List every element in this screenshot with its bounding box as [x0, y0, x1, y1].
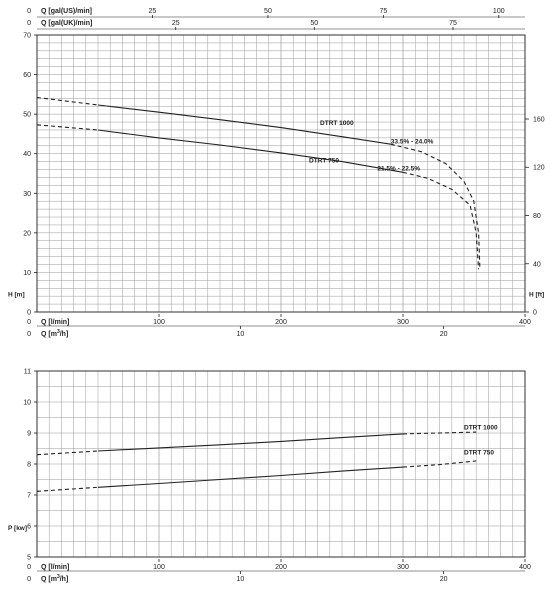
power-panel-xtick-label: 20 — [440, 576, 448, 583]
head-panel-top-tick-label: 50 — [264, 8, 272, 15]
head-panel-annotation-1: DTRT 1000 — [320, 120, 354, 127]
head-panel-xaxis-label: Q [m3/h] — [41, 329, 68, 338]
head-panel-top-tick-label: 25 — [172, 20, 180, 27]
head-panel-xtick-label: 400 — [519, 319, 531, 326]
head-panel-annotation-2: 33.5% - 24.0% — [391, 138, 434, 145]
head-panel-y2tick-label: 80 — [533, 213, 541, 220]
power-panel-ytick-label: 8 — [27, 462, 31, 469]
head-panel-xtick-label: 100 — [153, 319, 165, 326]
head-panel-xtick-label: 300 — [397, 319, 409, 326]
head-panel-y2tick-label: 120 — [533, 165, 545, 172]
head-panel-top-tick-label: 25 — [149, 8, 157, 15]
head-panel-xtick-label: 0 — [27, 319, 31, 326]
head-panel-top-axis-label: Q [gal(UK)/min] — [41, 20, 92, 27]
head-panel-ytick-label: 70 — [23, 33, 31, 40]
head-panel-top-tick-label: 0 — [27, 8, 31, 15]
head-panel-series-2-solid — [97, 129, 404, 173]
power-panel-ytick-label: 6 — [27, 524, 31, 531]
power-panel-xtick-label: 300 — [397, 564, 409, 571]
power-panel-xtick-label: 0 — [27, 564, 31, 571]
head-panel-series-2-dashed-start — [36, 124, 99, 131]
head-panel-series-1-dashed-start — [36, 96, 99, 106]
power-panel-series-1-solid — [97, 433, 404, 452]
head-panel-top-tick-label: 100 — [493, 8, 505, 15]
head-panel-xtick-label: 10 — [236, 331, 244, 338]
head-panel-xtick-label: 0 — [27, 331, 31, 338]
head-panel-y2tick-label: 40 — [533, 261, 541, 268]
head-panel-series-1-dashed-end — [390, 143, 481, 270]
head-panel-y2tick-label: 160 — [533, 117, 545, 124]
power-panel-ytick-label: 9 — [27, 431, 31, 438]
head-panel-y2tick-label: 0 — [533, 310, 537, 317]
head-panel-y2label: H [ft] — [529, 291, 544, 298]
power-panel-annotation-2: DTRT 750 — [464, 450, 494, 457]
head-panel-top-tick-label: 75 — [379, 8, 387, 15]
head-panel-top-tick-label: 75 — [449, 20, 457, 27]
head-panel-ytick-label: 50 — [23, 112, 31, 119]
head-panel-xtick-label: 20 — [440, 331, 448, 338]
head-panel-ytick-label: 20 — [23, 230, 31, 237]
head-panel-ytick-label: 40 — [23, 151, 31, 158]
power-panel-ytick-label: 10 — [23, 400, 31, 407]
head-panel-annotation-3: DTRT 750 — [309, 157, 339, 164]
head-panel-series-1-solid — [97, 104, 391, 145]
head-panel-xaxis-label: Q [l/min] — [41, 319, 69, 326]
power-panel-annotation-1: DTRT 1000 — [464, 424, 498, 431]
head-panel-ytick-label: 0 — [27, 310, 31, 317]
power-panel-xtick-label: 10 — [236, 576, 244, 583]
head-panel-annotation-4: 21.5% - 22.5% — [377, 166, 420, 173]
power-panel-ytick-label: 11 — [24, 369, 31, 376]
head-panel-ytick-label: 60 — [23, 72, 31, 79]
head-panel-top-tick-label: 50 — [310, 20, 318, 27]
head-panel-top-tick-label: 0 — [27, 20, 31, 27]
power-panel-xaxis-label: Q [m3/h] — [41, 574, 68, 583]
power-panel-ytick-label: 7 — [27, 493, 31, 500]
power-panel-series-2-solid — [97, 466, 404, 488]
power-panel-xtick-label: 100 — [153, 564, 165, 571]
power-panel-xaxis-label: Q [l/min] — [41, 564, 69, 571]
power-panel-series-2-dashed-start — [36, 486, 99, 492]
power-panel-xtick-label: 200 — [275, 564, 287, 571]
head-panel-top-axis-label: Q [gal(US)/min] — [41, 8, 92, 15]
power-panel-series-2-dashed-end — [402, 460, 477, 468]
power-panel-xtick-label: 0 — [27, 576, 31, 583]
power-panel-ytick-label: 5 — [27, 555, 31, 562]
power-panel-series-1-dashed-start — [36, 450, 99, 456]
head-panel-frame — [36, 34, 526, 313]
power-panel-series-1-dashed-end — [402, 431, 477, 435]
head-panel-ylabel: H [m] — [8, 291, 25, 298]
head-panel-series-2-dashed-end — [402, 171, 480, 270]
power-panel-xtick-label: 400 — [519, 564, 531, 571]
head-panel-xtick-label: 200 — [275, 319, 287, 326]
power-panel-ylabel: P [kw] — [8, 525, 27, 532]
head-panel-ytick-label: 30 — [23, 191, 31, 198]
head-panel-ytick-label: 10 — [23, 270, 31, 277]
